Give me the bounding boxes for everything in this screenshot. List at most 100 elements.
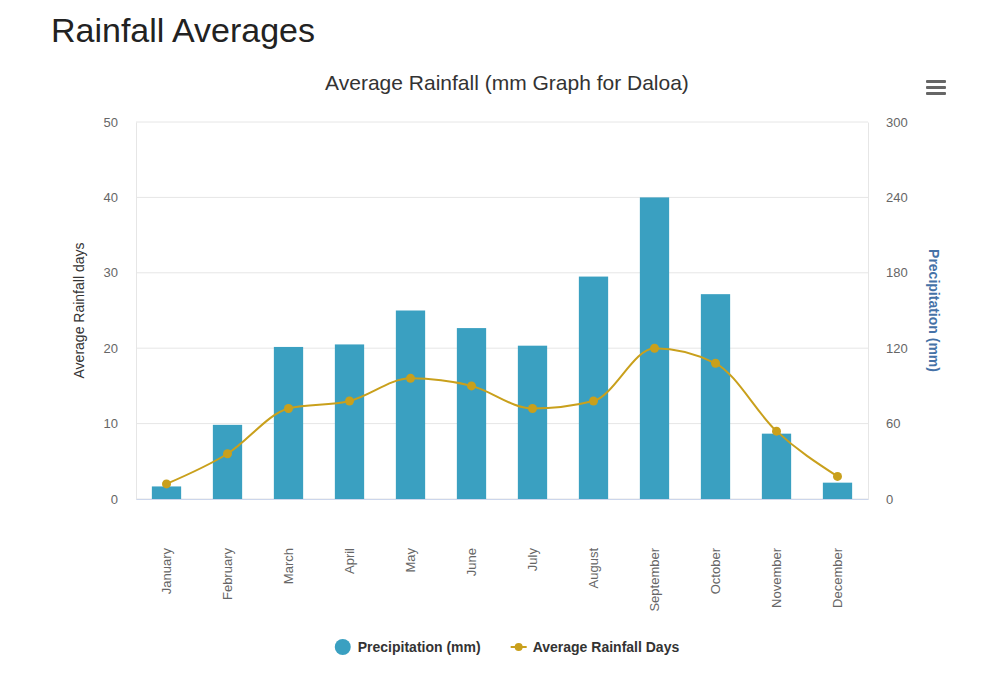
y2-tick: 0: [868, 492, 893, 507]
x-tick: September: [647, 499, 662, 612]
y-tick-label: 20: [104, 341, 118, 356]
grid-line: [136, 348, 868, 349]
y2-tick: 180: [868, 265, 908, 280]
line-marker: [467, 381, 476, 390]
line-marker: [711, 359, 720, 368]
chart-root: Rainfall Averages Average Rainfall (mm Gr…: [0, 0, 1002, 677]
line-marker: [650, 344, 659, 353]
y2-axis: 0 60 120 180 240 300: [868, 115, 908, 507]
grid-line: [136, 423, 868, 424]
x-tick: August: [586, 499, 601, 588]
y2-tick-label: 300: [886, 115, 908, 130]
x-tick-label: April: [342, 548, 357, 574]
grid-line: [136, 197, 868, 198]
bar: [457, 328, 486, 499]
line-marker: [223, 449, 232, 458]
menu-icon-bar[interactable]: [926, 86, 946, 89]
line: [167, 348, 838, 484]
y2-tick: 240: [868, 190, 908, 205]
grid-line: [136, 272, 868, 273]
y-tick-label: 10: [104, 416, 118, 431]
x-tick-label: September: [647, 547, 662, 611]
legend-item[interactable]: Precipitation (mm): [335, 639, 481, 655]
y-axis-line: [136, 123, 137, 500]
y2-tick-label: 60: [886, 416, 900, 431]
y-tick: 30: [104, 265, 136, 280]
x-tick-label: January: [159, 548, 174, 595]
x-axis: January February March April May June July Augu…: [137, 499, 869, 612]
menu-icon[interactable]: [926, 80, 946, 95]
line-marker: [772, 427, 781, 436]
x-tick-label: October: [708, 547, 723, 594]
line-marker: [284, 404, 293, 413]
line-marker: [162, 479, 171, 488]
chart-title: Average Rainfall (mm Graph for Daloa): [325, 71, 689, 94]
legend-marker[interactable]: [335, 639, 351, 655]
y-tick: 40: [104, 190, 136, 205]
line-marker: [345, 396, 354, 405]
line-marker: [406, 374, 415, 383]
y-tick-label: 50: [104, 115, 118, 130]
bar: [213, 425, 242, 499]
grid-line: [136, 499, 868, 500]
x-tick: July: [525, 499, 540, 571]
x-tick: April: [342, 499, 357, 574]
legend-item[interactable]: Average Rainfall Days: [511, 639, 680, 655]
y2-tick-label: 240: [886, 190, 908, 205]
x-tick-label: August: [586, 548, 601, 589]
x-tick: January: [159, 499, 174, 594]
x-tick: June: [464, 499, 479, 576]
grid: [136, 122, 868, 499]
legend-label[interactable]: Average Rainfall Days: [533, 639, 680, 655]
line-marker: [833, 472, 842, 481]
y-tick-label: 30: [104, 265, 118, 280]
y-axis: 0 10 20 30 40 50: [104, 115, 137, 507]
bar: [335, 344, 364, 499]
y2-tick-label: 120: [886, 341, 908, 356]
y2-axis-line: [868, 123, 869, 500]
bar: [518, 346, 547, 499]
bar: [762, 434, 791, 499]
bar: [701, 294, 730, 499]
x-axis-line: [137, 499, 869, 500]
y-tick: 0: [111, 492, 136, 507]
bar: [396, 311, 425, 500]
x-tick-label: May: [403, 548, 418, 573]
menu-icon-bar[interactable]: [926, 80, 946, 83]
y2-tick-label: 0: [886, 492, 893, 507]
x-tick: December: [830, 499, 845, 608]
x-tick: October: [708, 499, 723, 594]
x-tick: February: [220, 499, 235, 600]
x-tick: November: [769, 499, 784, 608]
x-tick-label: June: [464, 548, 479, 576]
line-marker: [589, 396, 598, 405]
legend: Precipitation (mm) Average Rainfall Days: [335, 639, 680, 655]
y2-tick-label: 180: [886, 265, 908, 280]
grid-line: [136, 122, 868, 123]
plot-area: [152, 197, 852, 499]
x-tick: May: [403, 499, 418, 573]
page-heading: Rainfall Averages: [51, 11, 315, 49]
legend-label[interactable]: Precipitation (mm): [358, 639, 481, 655]
x-tick-label: February: [220, 548, 235, 601]
y-tick: 50: [104, 115, 136, 130]
y-tick-label: 0: [111, 492, 118, 507]
y-tick-label: 40: [104, 190, 118, 205]
legend-marker[interactable]: [515, 643, 523, 651]
line-marker: [528, 404, 537, 413]
bar: [274, 347, 303, 499]
menu-icon-bar[interactable]: [926, 92, 946, 95]
x-tick-label: December: [830, 547, 845, 608]
y2-tick: 60: [868, 416, 900, 431]
x-tick-label: March: [281, 548, 296, 584]
y-tick: 10: [104, 416, 136, 431]
x-tick-label: November: [769, 547, 784, 608]
x-tick-label: July: [525, 548, 540, 572]
y2-tick: 120: [868, 341, 908, 356]
bar: [579, 277, 608, 499]
bar: [823, 483, 852, 499]
y2-axis-title: Precipitation (mm): [926, 249, 942, 372]
y2-tick: 300: [868, 115, 908, 130]
y-tick: 20: [104, 341, 136, 356]
y-axis-title: Average Rainfall days: [71, 243, 87, 379]
